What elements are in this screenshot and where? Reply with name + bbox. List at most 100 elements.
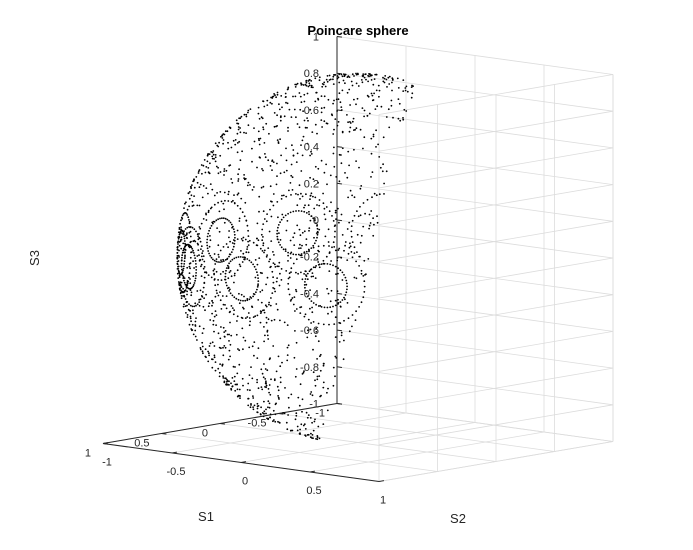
sphere-point xyxy=(371,196,373,199)
sphere-point xyxy=(195,274,197,277)
z-tick-label: -0.4 xyxy=(300,288,319,300)
sphere-point xyxy=(341,299,344,301)
sphere-point xyxy=(279,239,282,241)
sphere-point xyxy=(225,295,228,297)
sphere-point xyxy=(200,255,203,258)
sphere-point xyxy=(223,335,226,338)
sphere-point xyxy=(209,162,211,165)
sphere-point xyxy=(314,123,317,126)
sphere-point xyxy=(368,213,371,216)
sphere-point xyxy=(246,298,249,300)
sphere-point xyxy=(237,173,240,176)
sphere-point xyxy=(271,270,274,273)
sphere-point xyxy=(292,210,295,213)
sphere-point xyxy=(198,325,201,328)
sphere-point xyxy=(308,78,311,81)
sphere-point xyxy=(198,186,201,189)
sphere-point xyxy=(206,247,209,250)
sphere-point xyxy=(265,321,268,324)
sphere-point xyxy=(397,87,400,89)
sphere-point xyxy=(304,204,306,207)
sphere-point xyxy=(187,216,190,219)
sphere-point xyxy=(268,406,271,409)
sphere-point xyxy=(222,354,225,357)
sphere-point xyxy=(267,247,270,250)
sphere-point xyxy=(294,375,297,378)
sphere-point xyxy=(232,313,235,316)
sphere-point xyxy=(223,345,226,347)
sphere-point xyxy=(309,328,312,331)
sphere-point xyxy=(307,414,310,416)
sphere-point xyxy=(230,201,233,203)
sphere-point xyxy=(223,170,226,173)
sphere-point xyxy=(309,307,311,310)
sphere-point xyxy=(266,104,269,106)
sphere-point xyxy=(256,288,258,291)
sphere-point xyxy=(180,247,183,250)
sphere-point xyxy=(270,96,272,99)
sphere-point xyxy=(222,133,225,135)
sphere-point xyxy=(229,253,232,256)
sphere-point xyxy=(229,240,232,243)
sphere-point xyxy=(233,194,235,197)
sphere-point xyxy=(290,174,293,177)
sphere-point xyxy=(221,134,224,137)
sphere-point xyxy=(227,147,230,150)
sphere-point xyxy=(223,331,226,333)
sphere-point xyxy=(309,393,312,395)
sphere-point xyxy=(211,304,213,307)
sphere-point xyxy=(378,89,381,92)
sphere-point xyxy=(274,290,276,293)
sphere-point xyxy=(359,187,362,190)
sphere-point xyxy=(317,249,319,252)
sphere-point xyxy=(236,372,239,375)
sphere-point xyxy=(247,397,250,400)
sphere-point xyxy=(334,299,337,302)
sphere-point xyxy=(183,279,185,282)
sphere-point xyxy=(262,128,265,131)
sphere-point xyxy=(190,294,193,297)
sphere-point xyxy=(190,186,192,188)
sphere-point xyxy=(314,266,317,269)
sphere-point xyxy=(184,234,187,237)
sphere-point xyxy=(305,411,308,414)
sphere-point xyxy=(236,204,239,207)
sphere-point xyxy=(202,327,205,330)
sphere-point xyxy=(345,279,348,282)
sphere-point xyxy=(257,137,260,140)
sphere-point xyxy=(279,172,282,175)
sphere-point xyxy=(190,328,193,330)
sphere-point xyxy=(306,142,309,145)
sphere-point xyxy=(178,233,181,236)
grid-line-wall-x xyxy=(336,109,614,149)
sphere-point xyxy=(328,270,331,272)
sphere-point xyxy=(246,258,249,260)
sphere-point xyxy=(376,105,379,108)
sphere-point xyxy=(316,258,319,260)
sphere-point xyxy=(243,113,246,116)
sphere-point xyxy=(293,356,296,359)
sphere-point xyxy=(244,201,247,204)
sphere-point xyxy=(222,217,225,220)
sphere-point xyxy=(290,267,293,270)
sphere-point xyxy=(219,154,222,157)
sphere-point xyxy=(371,94,374,97)
sphere-point xyxy=(211,366,214,369)
sphere-point xyxy=(194,240,197,243)
sphere-point xyxy=(195,263,197,265)
sphere-point xyxy=(311,311,314,314)
y-tick-mark xyxy=(240,461,247,463)
sphere-point xyxy=(180,259,183,262)
sphere-point xyxy=(337,98,340,101)
sphere-point xyxy=(329,300,332,303)
sphere-point xyxy=(287,344,290,347)
sphere-point xyxy=(198,254,200,257)
sphere-point xyxy=(371,99,374,102)
sphere-point xyxy=(202,305,205,308)
sphere-point xyxy=(180,236,183,239)
sphere-point xyxy=(376,215,378,218)
z-tick-label: -0.8 xyxy=(300,362,319,374)
sphere-point xyxy=(189,289,192,291)
sphere-point xyxy=(332,78,334,81)
sphere-point xyxy=(212,150,215,152)
